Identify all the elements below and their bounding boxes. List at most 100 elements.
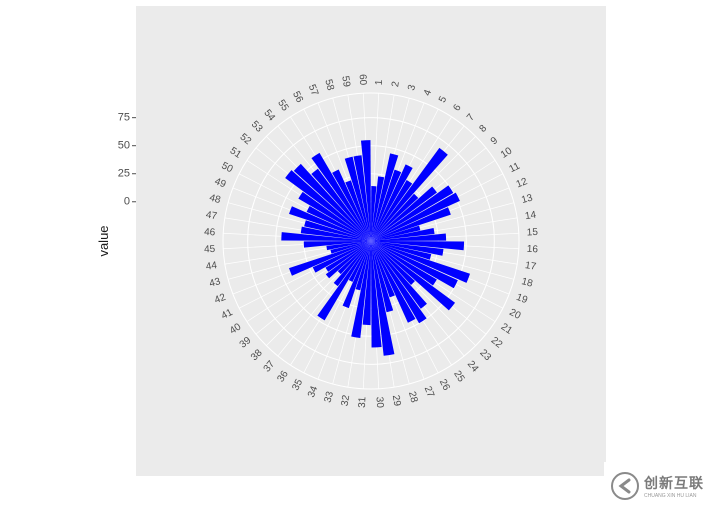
theta-tick-label-11: 11: [508, 160, 523, 175]
bar-12: [371, 207, 451, 241]
r-tick-labels: 0 25 50 75: [118, 112, 136, 208]
bar-47: [300, 226, 371, 241]
theta-tick-label-2: 2: [390, 80, 402, 88]
bar-26: [371, 241, 416, 323]
bar-20: [371, 241, 458, 289]
r-tick-label-50: 50: [118, 140, 130, 152]
bar-60: [360, 140, 371, 241]
bar-5: [371, 164, 413, 241]
bar-19: [371, 241, 470, 283]
theta-tick-label-13: 13: [520, 192, 534, 206]
bar-58: [344, 156, 371, 241]
bar-29: [371, 241, 395, 356]
watermark-text-cn: 创新互联: [644, 475, 704, 491]
bar-18: [371, 241, 432, 260]
bar-42: [289, 241, 371, 276]
bar-37: [333, 241, 371, 287]
theta-tick-label-3: 3: [406, 83, 418, 92]
bar-45: [303, 241, 371, 248]
theta-tick-label-33: 33: [323, 390, 337, 404]
bar-31: [362, 241, 371, 326]
theta-tick-label-9: 9: [489, 135, 501, 147]
theta-tick-label-17: 17: [524, 260, 537, 273]
bar-16: [371, 241, 465, 251]
bar-33: [355, 241, 371, 291]
bar-1: [371, 186, 377, 241]
theta-tick-label-41: 41: [220, 307, 235, 322]
bar-10: [371, 185, 454, 241]
bar-35: [348, 241, 371, 282]
r-gridline-2: [275, 145, 467, 337]
bar-52: [285, 170, 371, 241]
bar-14: [371, 228, 435, 241]
theta-tick-label-26: 26: [437, 378, 452, 393]
bar-44: [326, 241, 371, 251]
theta-tick-label-28: 28: [406, 390, 420, 404]
bar-57: [345, 180, 371, 241]
theta-tick-label-47: 47: [205, 210, 218, 223]
bar-30: [371, 241, 382, 348]
bar-4: [371, 169, 402, 241]
watermark: 创新互联 CHUANG XIN HU LIAN: [604, 462, 704, 510]
bar-41: [312, 241, 371, 273]
theta-tick-label-30: 30: [374, 397, 386, 409]
theta-tick-label-19: 19: [515, 292, 530, 306]
bar-11: [371, 192, 460, 241]
r-gridline-1: [303, 173, 439, 309]
theta-tick-label-29: 29: [390, 394, 403, 407]
watermark-text-en: CHUANG XIN HU LIAN: [644, 493, 697, 499]
bar-49: [289, 206, 371, 241]
theta-tick-label-48: 48: [208, 193, 222, 207]
bar-25: [371, 241, 427, 324]
theta-tick-label-27: 27: [422, 385, 436, 400]
theta-tick-label-1: 1: [374, 79, 385, 86]
bar-24: [371, 241, 427, 309]
theta-tick-label-20: 20: [507, 307, 522, 322]
bar-21: [371, 241, 437, 286]
bar-28: [371, 241, 394, 313]
theta-tick-label-60: 60: [357, 74, 369, 86]
theta-tick-label-34: 34: [306, 384, 320, 399]
bar-32: [351, 241, 371, 338]
theta-tick-label-15: 15: [527, 227, 539, 239]
bar-38: [337, 241, 371, 275]
theta-tick-label-6: 6: [451, 102, 463, 113]
theta-tick-label-58: 58: [322, 78, 336, 92]
bar-43: [330, 241, 371, 254]
r-tick-label-25: 25: [118, 168, 130, 180]
theta-tick-label-31: 31: [357, 396, 369, 408]
bars-layer: [281, 140, 470, 356]
bar-17: [371, 241, 444, 256]
bar-51: [298, 191, 371, 241]
bar-46: [281, 232, 371, 241]
bar-40: [325, 241, 371, 272]
theta-tick-label-12: 12: [515, 176, 530, 190]
bar-8: [371, 193, 419, 241]
theta-tick-label-45: 45: [204, 244, 216, 256]
theta-tick-label-32: 32: [340, 394, 353, 407]
r-gridline-3: [247, 117, 495, 365]
theta-tick-label-35: 35: [290, 377, 305, 392]
theta-tick-label-5: 5: [437, 94, 450, 104]
bar-3: [371, 153, 399, 241]
theta-tick-label-57: 57: [306, 83, 320, 98]
theta-tick-label-16: 16: [526, 244, 538, 256]
outer-gridline: [222, 92, 520, 390]
bar-54: [311, 168, 371, 241]
bar-34: [342, 241, 371, 309]
theta-tick-label-44: 44: [205, 260, 218, 273]
theta-tick-label-49: 49: [213, 176, 228, 190]
r-tick-label-75: 75: [118, 112, 130, 124]
bar-36: [317, 241, 371, 321]
bar-23: [371, 241, 415, 285]
theta-tick-label-50: 50: [220, 160, 235, 175]
r-gridline-0: [331, 201, 411, 281]
theta-tick-label-4: 4: [422, 88, 434, 98]
bar-55: [311, 152, 371, 241]
y-axis-label: value: [96, 225, 111, 256]
bar-7: [371, 147, 448, 241]
bar-2: [371, 176, 385, 241]
theta-tick-label-18: 18: [520, 276, 534, 290]
theta-tick-label-7: 7: [465, 112, 477, 124]
